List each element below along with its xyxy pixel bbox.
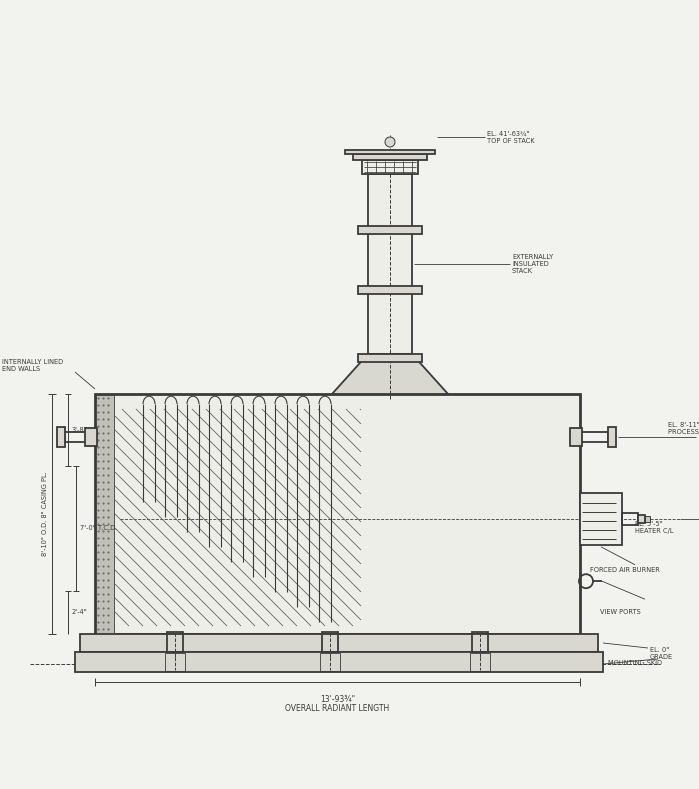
Text: EL. 0"
GRADE: EL. 0" GRADE	[650, 647, 673, 660]
Bar	[470, 653, 490, 671]
Text: 13'-93¾": 13'-93¾"	[320, 695, 355, 704]
Bar	[362, 160, 418, 174]
Text: EL. 8'-11"
PROCESS INLET/OUTLET: EL. 8'-11" PROCESS INLET/OUTLET	[668, 422, 699, 436]
Text: INTERNALLY LINED
END WALLS: INTERNALLY LINED END WALLS	[2, 359, 63, 372]
Bar	[345, 150, 435, 154]
Text: 2'-4": 2'-4"	[72, 609, 88, 615]
Bar	[638, 514, 645, 523]
Bar	[472, 632, 488, 652]
Polygon shape	[332, 354, 448, 394]
Circle shape	[385, 137, 395, 147]
Text: EL. 5'-5"
HEATER C/L: EL. 5'-5" HEATER C/L	[635, 521, 674, 534]
Bar	[322, 632, 338, 652]
Text: 3'-8": 3'-8"	[72, 427, 87, 433]
Text: FORCED AIR BURNER: FORCED AIR BURNER	[590, 567, 660, 573]
Bar	[165, 653, 185, 671]
Bar	[96, 395, 114, 633]
Bar	[622, 513, 638, 525]
Bar	[85, 428, 97, 447]
Bar	[358, 226, 422, 234]
Text: VIEW PORTS: VIEW PORTS	[600, 609, 641, 615]
Text: MOUNTING SKID: MOUNTING SKID	[608, 660, 662, 666]
Bar	[358, 354, 422, 362]
Bar	[353, 154, 427, 160]
Bar	[608, 427, 616, 447]
Bar	[75, 652, 603, 672]
Bar	[570, 428, 582, 447]
Bar	[95, 394, 580, 634]
Bar	[80, 634, 598, 652]
Text: 8'-10" O.D. 8" CASING PL.: 8'-10" O.D. 8" CASING PL.	[42, 472, 48, 556]
Bar	[65, 432, 95, 442]
Bar	[645, 516, 650, 522]
Bar	[580, 493, 622, 544]
Bar	[320, 653, 340, 671]
Bar	[167, 632, 183, 652]
Bar	[57, 427, 65, 447]
Text: EXTERNALLY
INSULATED
STACK: EXTERNALLY INSULATED STACK	[512, 254, 553, 274]
Text: EL. 41'-63¾"
TOP OF STACK: EL. 41'-63¾" TOP OF STACK	[487, 130, 535, 144]
Text: OVERALL RADIANT LENGTH: OVERALL RADIANT LENGTH	[285, 704, 389, 713]
Bar	[368, 174, 412, 354]
Bar	[358, 286, 422, 294]
Bar	[580, 432, 608, 442]
Text: 7'-0" T.C.D.: 7'-0" T.C.D.	[80, 525, 117, 532]
